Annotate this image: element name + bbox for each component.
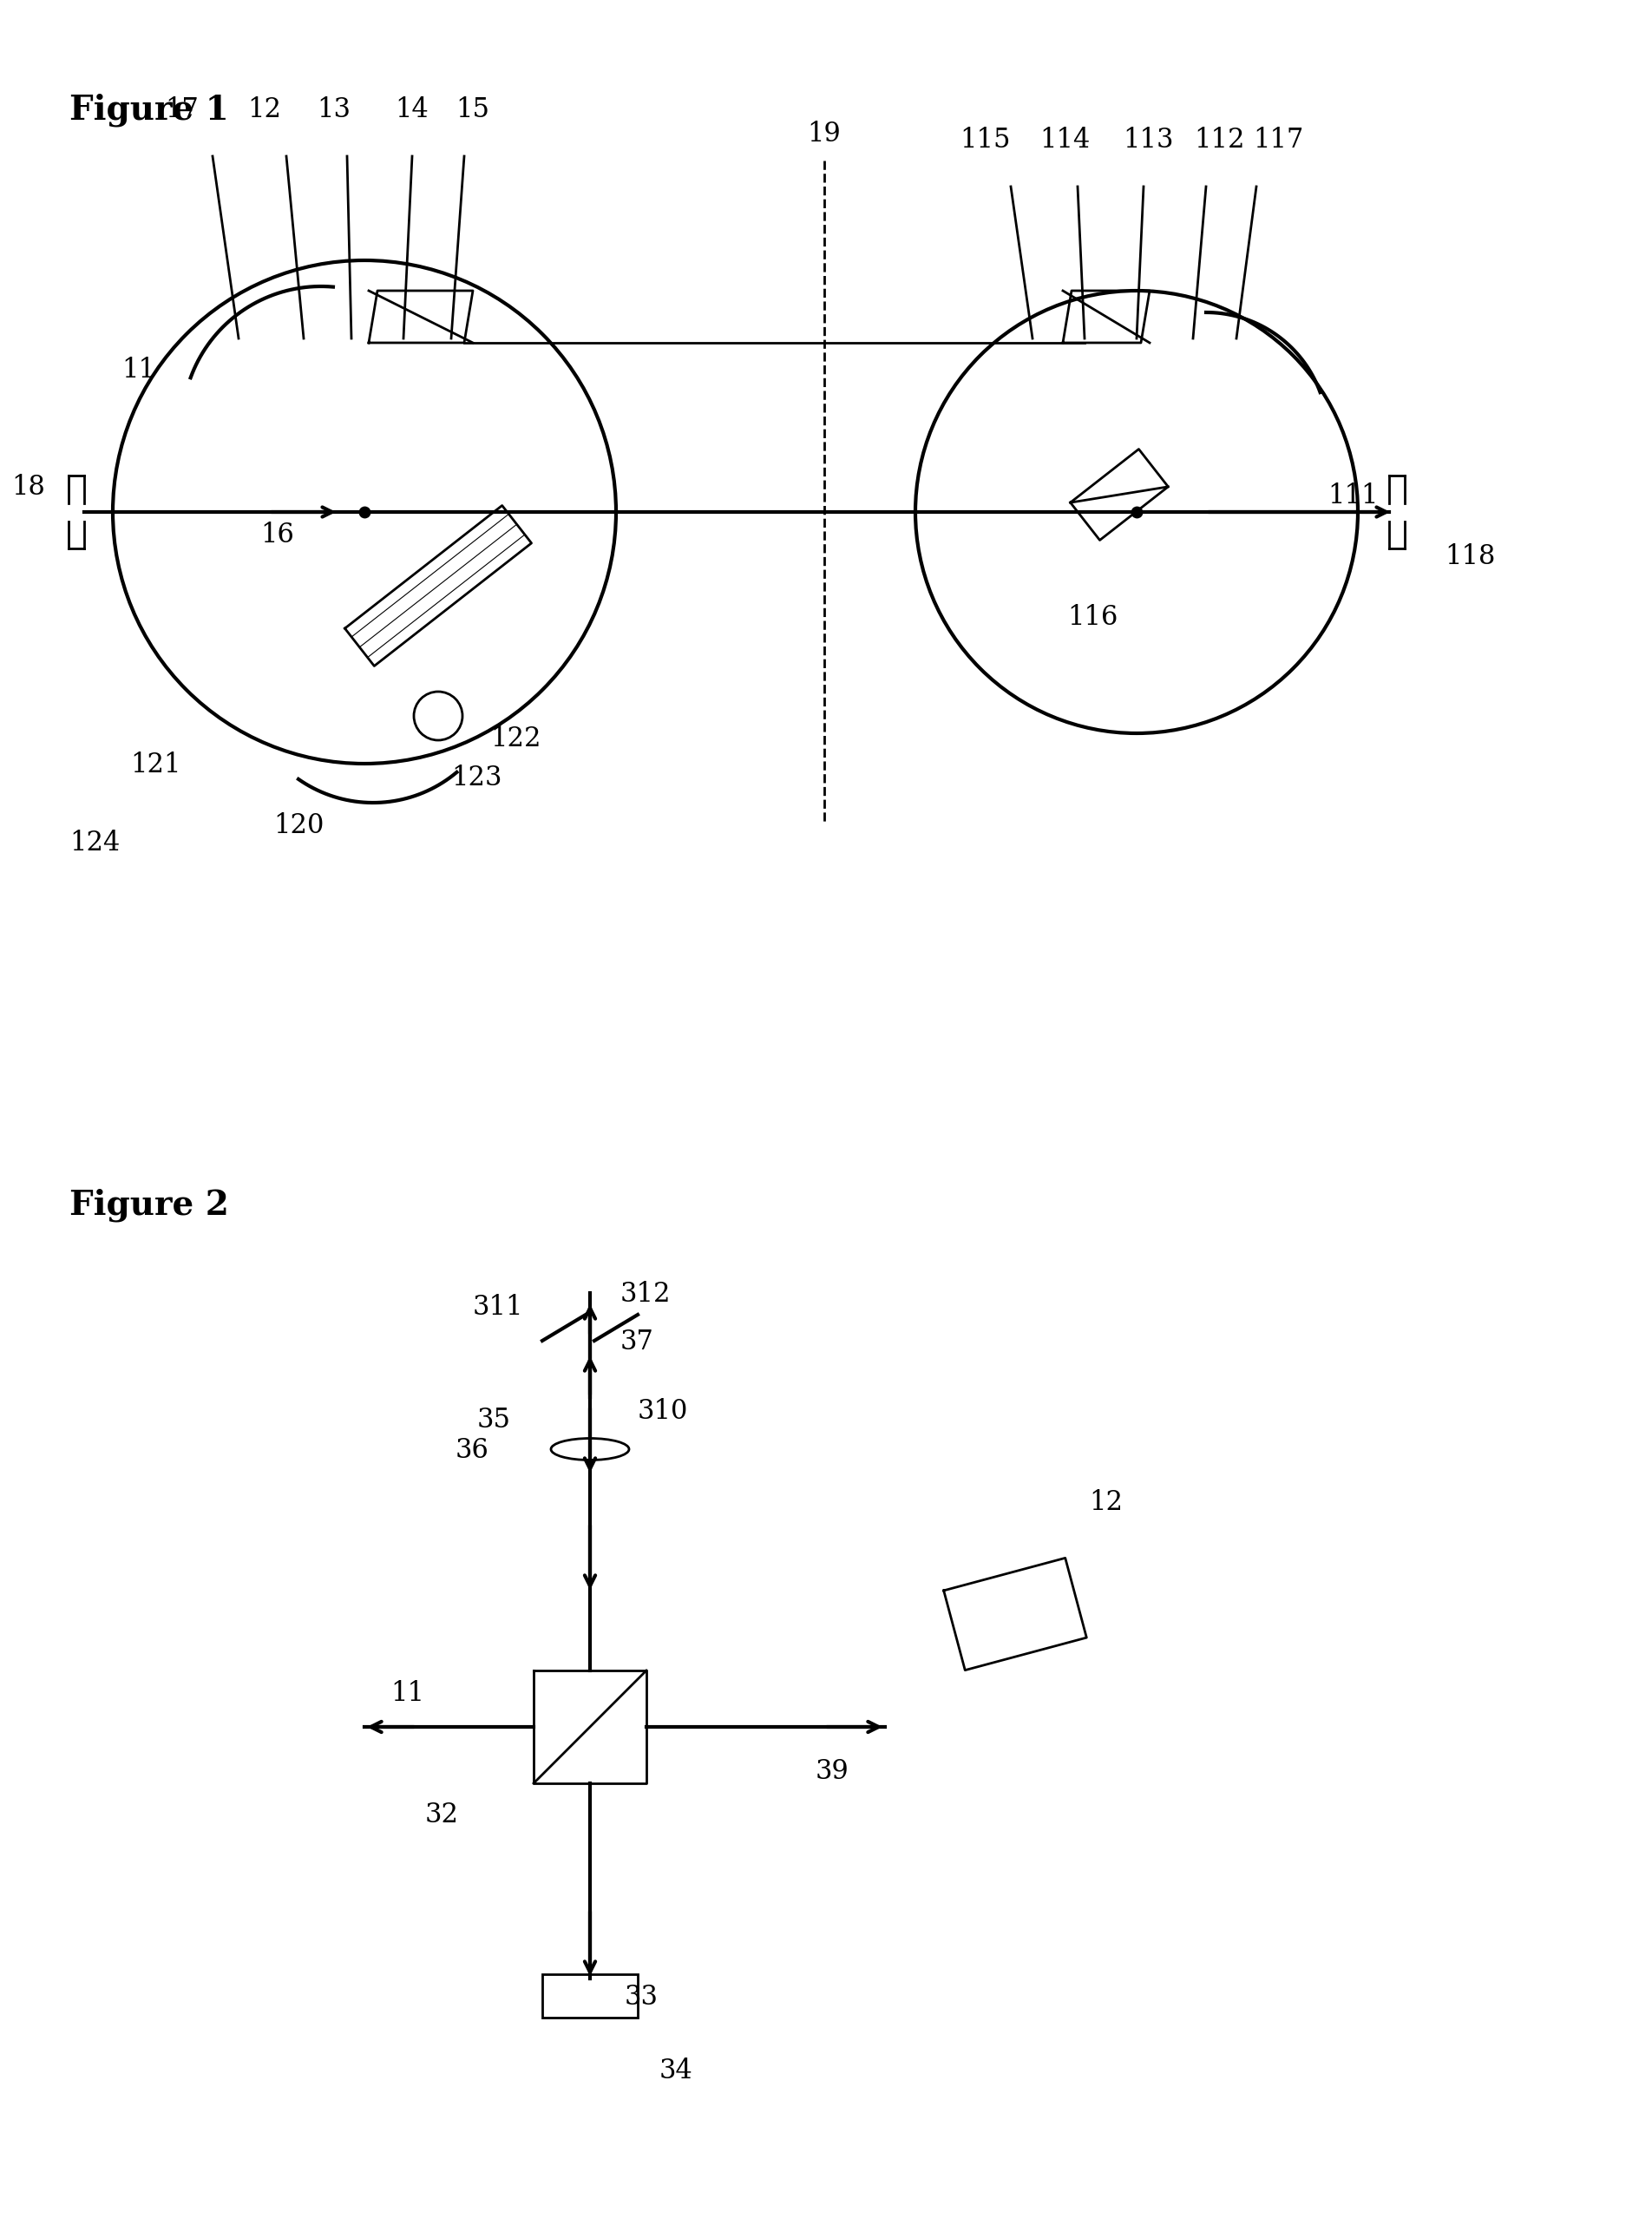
Text: 111: 111: [1328, 483, 1378, 510]
Text: 114: 114: [1039, 127, 1090, 154]
Text: 18: 18: [12, 474, 46, 501]
Text: 15: 15: [456, 96, 489, 122]
Text: 117: 117: [1252, 127, 1303, 154]
Text: 36: 36: [456, 1437, 489, 1464]
Text: 120: 120: [273, 812, 324, 839]
Text: 112: 112: [1194, 127, 1244, 154]
Text: 34: 34: [659, 2058, 694, 2085]
Text: Figure 1: Figure 1: [69, 93, 230, 127]
Text: 12: 12: [248, 96, 281, 122]
Text: 19: 19: [808, 120, 841, 147]
Text: 124: 124: [69, 830, 121, 857]
Text: 39: 39: [816, 1758, 849, 1784]
Text: Figure 2: Figure 2: [69, 1188, 230, 1222]
Text: 37: 37: [621, 1328, 654, 1355]
Text: 116: 116: [1067, 603, 1118, 632]
Text: 35: 35: [477, 1406, 510, 1433]
Text: 311: 311: [472, 1295, 524, 1322]
Text: 12: 12: [1089, 1489, 1123, 1515]
Text: 121: 121: [131, 752, 182, 779]
Text: 17: 17: [165, 96, 200, 122]
Text: 312: 312: [621, 1282, 671, 1308]
Text: 32: 32: [425, 1802, 459, 1829]
Text: 123: 123: [451, 765, 502, 792]
Text: 11: 11: [390, 1680, 425, 1707]
Text: 16: 16: [261, 521, 294, 547]
Text: 122: 122: [491, 725, 540, 752]
Text: 14: 14: [395, 96, 430, 122]
Text: 113: 113: [1122, 127, 1173, 154]
Bar: [542, 1974, 638, 2018]
Text: 11: 11: [122, 356, 155, 383]
Text: 118: 118: [1444, 543, 1495, 570]
Text: 310: 310: [638, 1397, 689, 1424]
Text: 33: 33: [624, 1985, 659, 2011]
Text: 115: 115: [960, 127, 1009, 154]
Text: 13: 13: [317, 96, 350, 122]
